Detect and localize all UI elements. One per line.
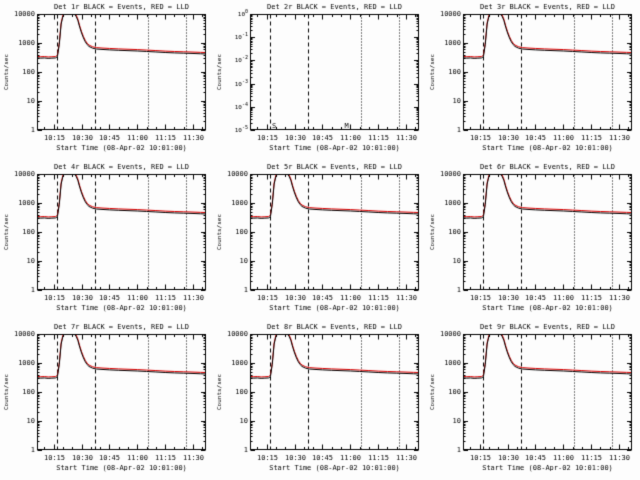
chart-det-7r	[0, 320, 213, 480]
chart-det-6r	[426, 160, 639, 320]
chart-det-1r	[0, 0, 213, 160]
chart-det-8r	[213, 320, 426, 480]
chart-det-3r	[426, 0, 639, 160]
chart-det-9r	[426, 320, 639, 480]
chart-det-2r	[213, 0, 426, 160]
chart-det-5r	[213, 160, 426, 320]
chart-det-4r	[0, 160, 213, 320]
